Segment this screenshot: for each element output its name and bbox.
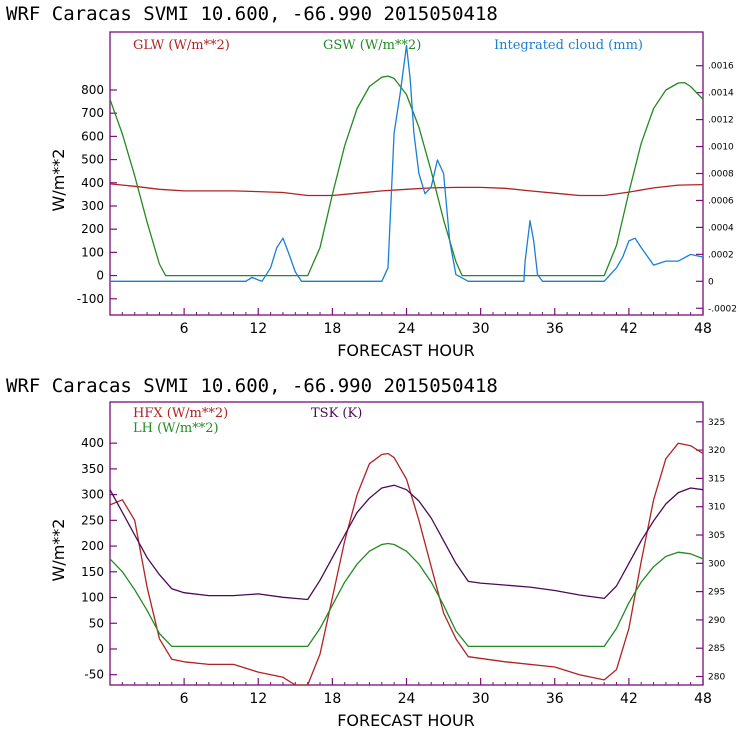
bottom-x-tick-label: 24: [398, 691, 416, 707]
top-y-tick-label: 800: [81, 83, 104, 97]
top-series: [109, 44, 704, 282]
top-y-tick-label: 100: [81, 245, 104, 259]
top-y-tick-label: 300: [81, 199, 104, 213]
top-chart: WRF Caracas SVMI 10.600, -66.990 2015050…: [6, 3, 737, 360]
top-legend-glw: GLW (W/m**2): [133, 38, 230, 53]
bottom-plot-frame: [109, 401, 704, 686]
bottom-series-line-1: [109, 442, 704, 686]
bottom-y-tick-label: 350: [81, 462, 104, 476]
bottom-x-tick-label: 18: [323, 691, 341, 707]
bottom-legend-lh: LH (W/m**2): [133, 421, 219, 436]
top-series-line-1: [109, 183, 704, 197]
top-x-tick-label: 36: [546, 321, 564, 337]
bottom-right-tick-label: 325: [708, 418, 725, 428]
top-right-tick-label: .0002: [708, 250, 734, 260]
top-y-tick-label: 400: [81, 176, 104, 190]
bottom-right-tick-label: 315: [708, 474, 725, 484]
bottom-right-tick-label: 280: [708, 673, 725, 683]
bottom-x-tick-label: 12: [249, 691, 267, 707]
bottom-right-tick-label: 300: [708, 559, 725, 569]
bottom-right-tick-label: 310: [708, 503, 725, 513]
top-series-line-3: [110, 44, 704, 282]
bottom-right-tick-label: 320: [708, 446, 725, 456]
top-y-tick-label: 600: [81, 129, 104, 143]
top-x-tick-label: 42: [620, 321, 638, 337]
bottom-series-line-3: [109, 484, 704, 601]
top-y-tick-label: 500: [81, 153, 104, 167]
top-x-tick-label: 30: [472, 321, 490, 337]
bottom-series: [109, 442, 704, 686]
bottom-legend-hfx: HFX (W/m**2): [133, 406, 228, 421]
top-series-line-2: [109, 75, 704, 277]
bottom-y-tick-label: 400: [81, 436, 104, 450]
top-y-axis-label: W/m**2: [49, 149, 68, 212]
bottom-x-tick-label: 36: [546, 691, 564, 707]
top-x-tick-label: 18: [323, 321, 341, 337]
bottom-y-tick-label: 50: [89, 616, 104, 630]
top-right-tick-label: .0010: [708, 143, 734, 153]
top-right-tick-label: .0016: [708, 62, 734, 72]
top-y-tick-label: -100: [77, 292, 104, 306]
top-x-tick-label: 12: [249, 321, 267, 337]
top-plot-frame: [109, 31, 704, 316]
top-right-tick-label: .0008: [708, 170, 734, 180]
bottom-x-tick-label: 6: [180, 691, 189, 707]
bottom-y-tick-label: 150: [81, 565, 104, 579]
bottom-x-axis-label: FORECAST HOUR: [337, 711, 475, 730]
bottom-right-tick-label: 290: [708, 616, 725, 626]
bottom-x-tick-label: 30: [472, 691, 490, 707]
top-x-tick-label: 48: [694, 321, 712, 337]
top-right-tick-label: .0012: [708, 116, 734, 126]
top-right-tick-label: .0014: [708, 89, 734, 99]
bottom-x-tick-label: 48: [694, 691, 712, 707]
bottom-x-tick-label: 42: [620, 691, 638, 707]
top-right-tick-label: 0: [708, 277, 714, 287]
bottom-chart-title: WRF Caracas SVMI 10.600, -66.990 2015050…: [6, 375, 498, 397]
bottom-y-tick-label: 0: [96, 642, 104, 656]
top-chart-title: WRF Caracas SVMI 10.600, -66.990 2015050…: [6, 3, 498, 25]
bottom-y-tick-label: 250: [81, 513, 104, 527]
bottom-y-tick-label: -50: [84, 668, 104, 682]
bottom-y-tick-label: 200: [81, 539, 104, 553]
bottom-right-tick-label: 295: [708, 588, 725, 598]
bottom-right-tick-label: 285: [708, 644, 725, 654]
bottom-series-line-2: [109, 542, 704, 648]
top-y-tick-label: 700: [81, 106, 104, 120]
bottom-ticks: 6 12 18 24 30 36 42 48 -50 0 50 100 150 200 250 300 350 4…: [81, 418, 725, 707]
bottom-chart: WRF Caracas SVMI 10.600, -66.990 2015050…: [6, 375, 725, 730]
top-ticks: 6 12 18 24 30 36 42 48 -100 0 100 200 300 400 500 600 70…: [77, 62, 737, 337]
bottom-y-tick-label: 100: [81, 591, 104, 605]
bottom-right-tick-label: 305: [708, 531, 725, 541]
top-y-tick-label: 200: [81, 222, 104, 236]
top-right-tick-label: -.0002: [708, 304, 737, 314]
top-legend-gsw: GSW (W/m**2): [323, 38, 421, 53]
top-y-tick-label: 0: [96, 269, 104, 283]
top-x-tick-label: 24: [398, 321, 416, 337]
bottom-legend-tsk: TSK (K): [311, 406, 362, 421]
bottom-y-tick-label: 300: [81, 488, 104, 502]
top-right-tick-label: .0006: [708, 196, 734, 206]
bottom-y-axis-label: W/m**2: [49, 519, 68, 582]
top-right-tick-label: .0004: [708, 223, 734, 233]
top-x-axis-label: FORECAST HOUR: [337, 341, 475, 360]
top-x-tick-label: 6: [180, 321, 189, 337]
top-legend-cloud: Integrated cloud (mm): [494, 38, 643, 53]
